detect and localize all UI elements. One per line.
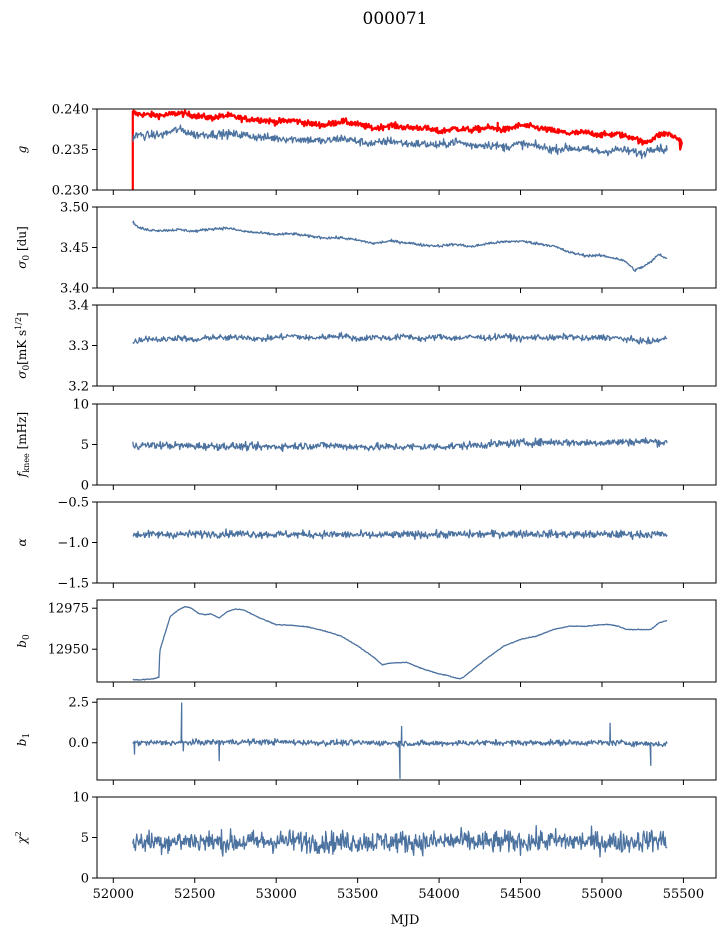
y-tick-label-fknee: 10 — [72, 398, 89, 413]
panel-sigma0-du: 3.40 3.45 3.50 σ0 [du] — [15, 201, 717, 297]
series-line-b0-0 — [132, 606, 668, 681]
x-tick-label: 52000 — [93, 887, 134, 902]
y-tick-label-b1: 0.0 — [68, 736, 89, 751]
y-axis-label-alpha: α — [15, 538, 29, 546]
y-tick-label-alpha: −1.5 — [57, 577, 89, 592]
chart-title: 000071 — [363, 9, 428, 29]
y-tick-label-chi2: 5 — [81, 831, 89, 846]
y-tick-label-sigma0-mk: 3.4 — [68, 299, 89, 314]
series-line-sigma0-mk-0 — [132, 331, 668, 345]
series-line-sigma0-du-0 — [132, 220, 668, 273]
plot-frame-sigma0-du — [96, 206, 717, 289]
y-axis-label-sigma0-mk: σ0[mK s1/2] — [14, 312, 32, 379]
y-tick-label-alpha: −0.5 — [57, 496, 89, 511]
y-tick-label-alpha: −1.0 — [57, 536, 89, 551]
x-tick-label: 55500 — [663, 887, 704, 902]
plot-frame-b1 — [96, 698, 717, 781]
x-tick-label: 52500 — [174, 887, 215, 902]
plot-frame-b0 — [96, 599, 717, 683]
series-line-b1-0 — [132, 702, 668, 780]
y-tick-label-sigma0-du: 3.50 — [60, 201, 89, 216]
y-tick-label-sigma0-du: 3.40 — [60, 282, 89, 297]
plot-frame-sigma0-mk — [96, 304, 717, 387]
y-axis-label-fknee: fknee [mHz] — [15, 412, 31, 478]
x-tick-label: 54500 — [500, 887, 541, 902]
series-line-fknee-0 — [132, 437, 668, 453]
series-line-g-1 — [132, 124, 668, 160]
x-tick-label: 53500 — [337, 887, 378, 902]
x-tick-label: 54000 — [418, 887, 459, 902]
x-axis-label: MJD — [391, 913, 420, 928]
y-tick-label-sigma0-mk: 3.2 — [68, 380, 89, 395]
y-tick-label-sigma0-du: 3.45 — [60, 241, 89, 256]
y-tick-label-fknee: 5 — [81, 438, 89, 453]
y-tick-label-chi2: 0 — [81, 872, 89, 887]
panel-g: 0.230 0.235 0.240 g — [15, 103, 717, 199]
y-axis-label-chi2: χ2 — [14, 831, 29, 844]
y-axis-label-sigma0-du: σ0 [du] — [15, 226, 32, 269]
panel-b0: 12950 12975 b0 — [15, 599, 717, 687]
series-line-chi2-0 — [132, 825, 668, 858]
y-tick-label-sigma0-mk: 3.3 — [68, 339, 89, 354]
y-tick-label-b1: 2.5 — [68, 696, 89, 711]
panel-fknee: 0 5 10 fknee [mHz] — [15, 398, 717, 494]
y-tick-label-g: 0.235 — [52, 143, 89, 158]
x-tick-label: 53000 — [256, 887, 297, 902]
panel-sigma0-mk: 3.2 3.3 3.4 σ0[mK s1/2] — [14, 299, 717, 395]
y-axis-label-b0: b0 — [15, 634, 32, 648]
series-line-alpha-0 — [132, 528, 668, 541]
panel-b1: 0.0 2.5 b1 — [15, 696, 717, 785]
y-tick-label-fknee: 0 — [81, 479, 89, 494]
y-tick-label-b0: 12975 — [48, 602, 89, 617]
series-line-g-0 — [131, 109, 683, 190]
plot-frame-alpha — [96, 501, 717, 584]
y-tick-label-g: 0.240 — [52, 103, 89, 118]
y-tick-label-b0: 12950 — [48, 643, 89, 658]
y-axis-label-g: g — [15, 145, 29, 153]
x-tick-label: 55000 — [581, 887, 622, 902]
y-axis-label-b1: b1 — [15, 733, 32, 746]
panel-alpha: −1.5 −1.0 −0.5 α — [15, 496, 717, 592]
y-tick-label-chi2: 10 — [72, 791, 89, 806]
y-tick-label-g: 0.230 — [52, 184, 89, 199]
panel-chi2: 0 5 10 52000 52500 53000 53500 54000 54500 55000 5… — [14, 791, 717, 902]
